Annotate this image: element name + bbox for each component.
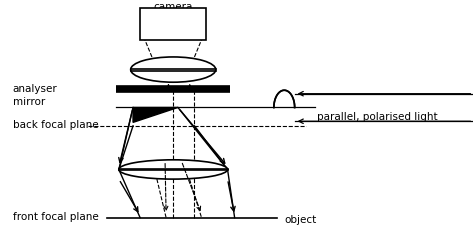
- Text: camera: camera: [154, 2, 193, 12]
- Ellipse shape: [131, 57, 216, 82]
- Text: parallel, polarised light: parallel, polarised light: [318, 112, 438, 122]
- Polygon shape: [133, 107, 178, 122]
- Text: back focal plane: back focal plane: [12, 120, 98, 130]
- Text: analyser: analyser: [12, 84, 57, 94]
- Polygon shape: [140, 8, 206, 40]
- Text: front focal plane: front focal plane: [12, 212, 98, 222]
- Ellipse shape: [119, 160, 228, 179]
- Text: object: object: [284, 215, 317, 225]
- Text: mirror: mirror: [12, 97, 45, 107]
